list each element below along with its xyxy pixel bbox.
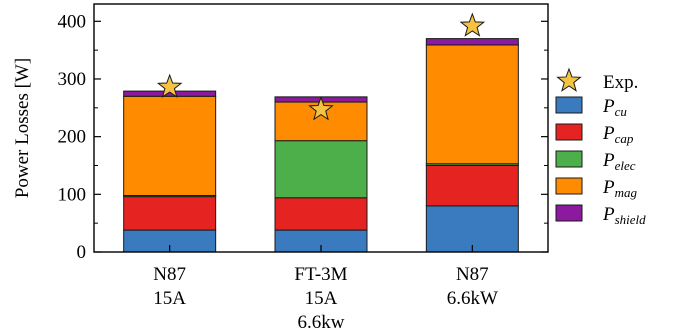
bar-segment-cap-1 <box>123 196 217 231</box>
experimental-star-1 <box>156 73 183 98</box>
legend-label-cap: Pcap <box>602 123 634 146</box>
x-tick-label: 6.6kw <box>298 312 345 332</box>
legend-label-shield: Pshield <box>602 204 646 227</box>
bar-segment-cu-3 <box>425 205 519 253</box>
legend-label-elec: Pelec <box>602 150 636 173</box>
legend-swatch-shield <box>555 204 583 222</box>
x-axis: N87 15A FT-3M 15A 6.6kw N87 6.6kW <box>153 245 498 332</box>
legend: Exp. Pcu Pcap Pelec Pmag Pshield <box>555 67 646 227</box>
x-tick-label: N87 <box>456 264 489 285</box>
y-tick-label: 100 <box>58 184 87 205</box>
x-tick-label: FT-3M <box>294 264 347 285</box>
y-axis-title: Power Losses [W] <box>12 58 33 198</box>
legend-star-icon <box>556 67 582 92</box>
y-tick-label: 300 <box>58 69 87 90</box>
y-axis: 0 100 200 300 400 <box>58 11 548 263</box>
bar-segment-elec-2 <box>274 140 368 199</box>
legend-swatch-cap <box>555 123 583 141</box>
bar-segment-shield-3 <box>425 38 519 46</box>
bars-layer <box>123 38 519 253</box>
legend-label-exp: Exp. <box>603 72 638 93</box>
y-tick-label: 0 <box>77 242 87 263</box>
bar-segment-cap-3 <box>425 164 519 207</box>
bar-segment-cap-2 <box>274 197 368 231</box>
legend-label-mag: Pmag <box>602 177 637 200</box>
y-tick-label: 200 <box>58 127 87 148</box>
legend-swatch-cu <box>555 96 583 114</box>
y-tick-label: 400 <box>58 11 87 32</box>
experimental-star-2 <box>308 96 334 121</box>
x-tick-label: 15A <box>305 288 338 309</box>
legend-swatch-mag <box>555 177 583 195</box>
bar-segment-mag-1 <box>123 95 217 196</box>
bar-segment-mag-3 <box>425 44 519 165</box>
bar-segment-mag-2 <box>274 101 368 142</box>
x-tick-label: 15A <box>153 288 186 309</box>
legend-swatch-elec <box>555 150 583 168</box>
experimental-markers <box>156 12 486 121</box>
x-tick-label: 6.6kW <box>447 288 498 309</box>
legend-label-cu: Pcu <box>602 96 627 119</box>
x-tick-label: N87 <box>153 264 186 285</box>
experimental-star-3 <box>459 12 486 37</box>
